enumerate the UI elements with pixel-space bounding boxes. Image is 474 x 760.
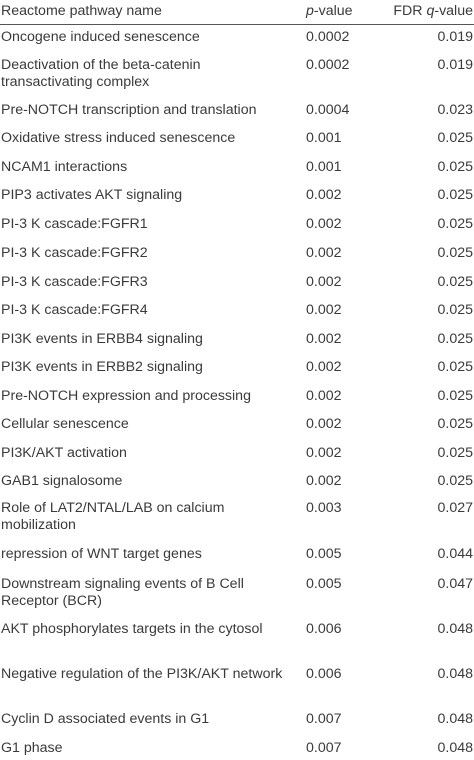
pathway-name-cell: Cellular senescence <box>1 416 129 432</box>
p-value-cell: 0.002 <box>306 359 342 375</box>
fdr-q-value-cell: 0.048 <box>437 621 473 637</box>
p-value-cell: 0.006 <box>306 621 342 637</box>
fdr-q-value-cell: 0.025 <box>437 159 473 175</box>
p-value-cell: 0.0002 <box>306 57 350 73</box>
pathway-name-cell: GAB1 signalosome <box>1 473 123 489</box>
pathway-name-cell: PIP3 activates AKT signaling <box>1 187 183 203</box>
p-value-cell: 0.002 <box>306 187 342 203</box>
pathway-name-cell: repression of WNT target genes <box>1 546 202 562</box>
p-value-cell: 0.001 <box>306 159 342 175</box>
pathway-name-cell: PI3K events in ERBB2 signaling <box>1 359 203 375</box>
pathway-name-cell: PI-3 K cascade:FGFR3 <box>1 274 148 290</box>
fdr-q-value-cell: 0.025 <box>437 416 473 432</box>
fdr-q-value-cell: 0.047 <box>437 576 473 592</box>
p-value-cell: 0.007 <box>306 740 342 756</box>
p-value-cell: 0.007 <box>306 711 342 727</box>
p-value-cell: 0.002 <box>306 216 342 232</box>
header-p-suffix: -value <box>313 3 353 19</box>
pathway-name-cell: PI-3 K cascade:FGFR2 <box>1 245 148 261</box>
fdr-q-value-cell: 0.025 <box>437 216 473 232</box>
pathway-name-cell: PI-3 K cascade:FGFR1 <box>1 216 148 232</box>
pathway-name-cell: Deactivation of the beta-catenin transac… <box>1 57 201 90</box>
p-value-cell: 0.002 <box>306 331 342 347</box>
p-value-cell: 0.002 <box>306 445 342 461</box>
fdr-q-value-cell: 0.025 <box>437 274 473 290</box>
p-value-cell: 0.003 <box>306 500 342 516</box>
header-fdr-q-value: FDR q-value <box>366 3 473 20</box>
header-q-prefix: FDR <box>393 3 427 19</box>
fdr-q-value-cell: 0.025 <box>437 473 473 489</box>
p-value-cell: 0.005 <box>306 546 342 562</box>
p-value-cell: 0.0002 <box>306 29 350 45</box>
header-q-italic: q <box>426 3 435 19</box>
pathway-name-cell: PI-3 K cascade:FGFR4 <box>1 302 148 318</box>
fdr-q-value-cell: 0.025 <box>437 331 473 347</box>
header-p-italic: p <box>306 3 314 19</box>
fdr-q-value-cell: 0.025 <box>437 359 473 375</box>
p-value-cell: 0.002 <box>306 274 342 290</box>
header-pathway-name: Reactome pathway name <box>1 3 162 19</box>
pathway-name-cell: Pre-NOTCH expression and processing <box>1 388 251 404</box>
fdr-q-value-cell: 0.019 <box>437 29 473 45</box>
pathway-name-cell: G1 phase <box>1 740 63 756</box>
pathway-name-cell: Downstream signaling events of B Cell Re… <box>1 576 244 609</box>
p-value-cell: 0.002 <box>306 416 342 432</box>
pathway-name-cell: Oncogene induced senescence <box>1 29 200 45</box>
fdr-q-value-cell: 0.025 <box>437 187 473 203</box>
table-header: Reactome pathway name p-value FDR q-valu… <box>0 0 474 25</box>
fdr-q-value-cell: 0.025 <box>437 245 473 261</box>
pathway-name-cell: AKT phosphorylates targets in the cytoso… <box>1 621 263 637</box>
p-value-cell: 0.002 <box>306 473 342 489</box>
fdr-q-value-cell: 0.048 <box>437 740 473 756</box>
fdr-q-value-cell: 0.048 <box>437 711 473 727</box>
header-p-value: p-value <box>306 3 353 20</box>
pathway-name-cell: PI3K/AKT activation <box>1 445 127 461</box>
p-value-cell: 0.002 <box>306 245 342 261</box>
fdr-q-value-cell: 0.019 <box>437 57 473 73</box>
pathway-name-cell: Cyclin D associated events in G1 <box>1 711 210 727</box>
fdr-q-value-cell: 0.025 <box>437 445 473 461</box>
p-value-cell: 0.0004 <box>306 102 350 118</box>
fdr-q-value-cell: 0.048 <box>437 666 473 682</box>
pathway-name-cell: PI3K events in ERBB4 signaling <box>1 331 203 347</box>
p-value-cell: 0.001 <box>306 130 342 146</box>
p-value-cell: 0.002 <box>306 302 342 318</box>
fdr-q-value-cell: 0.027 <box>437 500 473 516</box>
pathway-name-cell: NCAM1 interactions <box>1 159 128 175</box>
pathway-name-cell: Pre-NOTCH transcription and translation <box>1 102 257 118</box>
fdr-q-value-cell: 0.025 <box>437 388 473 404</box>
p-value-cell: 0.006 <box>306 666 342 682</box>
p-value-cell: 0.005 <box>306 576 342 592</box>
p-value-cell: 0.002 <box>306 388 342 404</box>
pathway-name-cell: Oxidative stress induced senescence <box>1 130 236 146</box>
pathway-name-cell: Negative regulation of the PI3K/AKT netw… <box>1 666 283 682</box>
fdr-q-value-cell: 0.025 <box>437 130 473 146</box>
fdr-q-value-cell: 0.025 <box>437 302 473 318</box>
fdr-q-value-cell: 0.023 <box>437 102 473 118</box>
pathway-name-cell: Role of LAT2/NTAL/LAB on calcium mobiliz… <box>1 500 225 533</box>
fdr-q-value-cell: 0.044 <box>437 546 473 562</box>
header-q-suffix: -value <box>434 3 473 19</box>
